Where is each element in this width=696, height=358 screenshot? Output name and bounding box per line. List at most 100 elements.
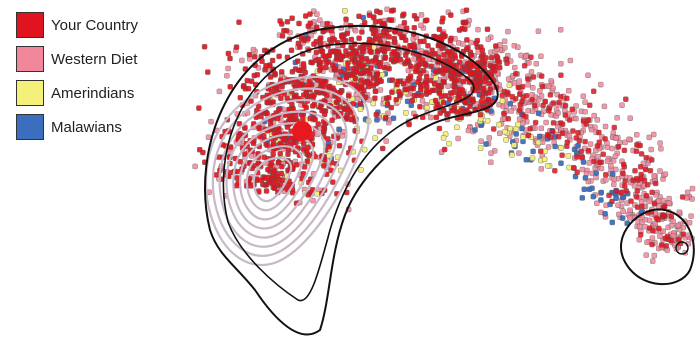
point-western-diet — [501, 38, 508, 44]
point-western-diet — [613, 166, 619, 173]
point-malawians — [513, 131, 519, 137]
point-your-country — [529, 96, 535, 103]
legend-item-malawians[interactable]: Malawians — [16, 110, 138, 144]
point-your-country — [491, 126, 497, 132]
point-western-diet — [676, 209, 682, 215]
contour-outer — [222, 42, 475, 302]
point-your-country — [651, 201, 658, 207]
point-your-country — [252, 54, 258, 60]
point-amerindians — [361, 146, 368, 153]
point-your-country — [393, 96, 399, 103]
point-malawians — [620, 194, 626, 201]
point-your-country — [357, 100, 364, 107]
point-your-country — [415, 62, 422, 68]
point-western-diet — [622, 139, 628, 146]
density-contours-outer — [204, 24, 695, 336]
point-your-country — [254, 71, 261, 78]
point-your-country — [591, 158, 597, 165]
point-your-country — [279, 163, 285, 170]
point-your-country — [513, 70, 519, 77]
point-your-country — [292, 93, 298, 100]
point-your-country — [432, 51, 438, 57]
point-your-country — [388, 104, 394, 111]
legend-item-amerindians[interactable]: Amerindians — [16, 76, 138, 110]
point-your-country — [517, 101, 523, 108]
point-your-country — [499, 92, 505, 99]
point-western-diet — [515, 44, 521, 50]
point-your-country — [415, 79, 421, 85]
point-your-country — [279, 69, 285, 75]
point-your-country — [550, 128, 556, 135]
point-your-country — [323, 64, 329, 71]
point-western-diet — [646, 198, 652, 205]
point-western-diet — [566, 133, 573, 139]
point-your-country — [330, 179, 336, 185]
point-your-country — [293, 162, 300, 168]
point-your-country — [594, 143, 601, 149]
point-your-country — [328, 28, 335, 34]
point-your-country — [362, 20, 368, 26]
point-your-country — [431, 80, 438, 87]
point-your-country — [383, 114, 389, 121]
point-western-diet — [598, 81, 604, 88]
point-amerindians — [541, 156, 548, 163]
point-your-country — [433, 114, 440, 121]
point-your-country — [405, 75, 412, 82]
point-your-country — [570, 128, 576, 134]
point-your-country — [359, 57, 365, 63]
point-western-diet — [689, 196, 695, 202]
point-your-country — [309, 59, 315, 66]
point-western-diet — [497, 130, 503, 137]
point-western-diet — [475, 26, 481, 33]
point-western-diet — [516, 116, 523, 122]
point-your-country — [259, 58, 265, 64]
point-your-country — [400, 80, 407, 87]
point-your-country — [485, 96, 492, 103]
point-western-diet — [595, 153, 601, 160]
point-your-country — [456, 59, 463, 65]
point-western-diet — [525, 82, 531, 88]
legend-swatch-amerindians — [16, 80, 44, 106]
point-western-diet — [594, 200, 600, 207]
point-your-country — [331, 65, 338, 72]
point-your-country — [284, 19, 291, 25]
point-your-country — [450, 89, 457, 96]
point-your-country — [436, 125, 443, 132]
point-your-country — [378, 59, 384, 66]
point-western-diet — [550, 85, 556, 92]
point-your-country — [433, 69, 439, 75]
point-your-country — [395, 78, 401, 84]
point-your-country — [484, 26, 491, 32]
point-your-country — [321, 123, 327, 130]
point-your-country — [247, 183, 254, 189]
point-your-country — [389, 77, 395, 83]
point-your-country — [291, 81, 297, 88]
contour-outer — [620, 208, 695, 285]
point-your-country — [301, 65, 307, 71]
point-your-country — [258, 113, 264, 120]
legend-item-your-country[interactable]: Your Country — [16, 8, 138, 42]
point-your-country — [278, 95, 284, 102]
point-your-country — [275, 159, 282, 166]
point-your-country — [422, 80, 429, 86]
point-western-diet — [662, 171, 669, 177]
point-your-country — [321, 163, 327, 169]
point-your-country — [547, 92, 554, 98]
point-your-country — [377, 9, 383, 16]
point-amerindians — [484, 117, 491, 124]
point-your-country — [504, 60, 510, 66]
point-your-country — [530, 74, 537, 80]
highlight-point — [292, 121, 312, 141]
point-western-diet — [610, 157, 617, 164]
point-your-country — [205, 69, 211, 75]
point-your-country — [383, 30, 390, 36]
point-your-country — [393, 51, 399, 58]
point-your-country — [643, 154, 649, 161]
legend-item-western-diet[interactable]: Western Diet — [16, 42, 138, 76]
point-western-diet — [588, 126, 595, 133]
point-your-country — [289, 69, 296, 75]
point-western-diet — [317, 17, 323, 23]
point-your-country — [287, 116, 293, 123]
point-western-diet — [668, 222, 675, 229]
point-your-country — [213, 172, 219, 178]
